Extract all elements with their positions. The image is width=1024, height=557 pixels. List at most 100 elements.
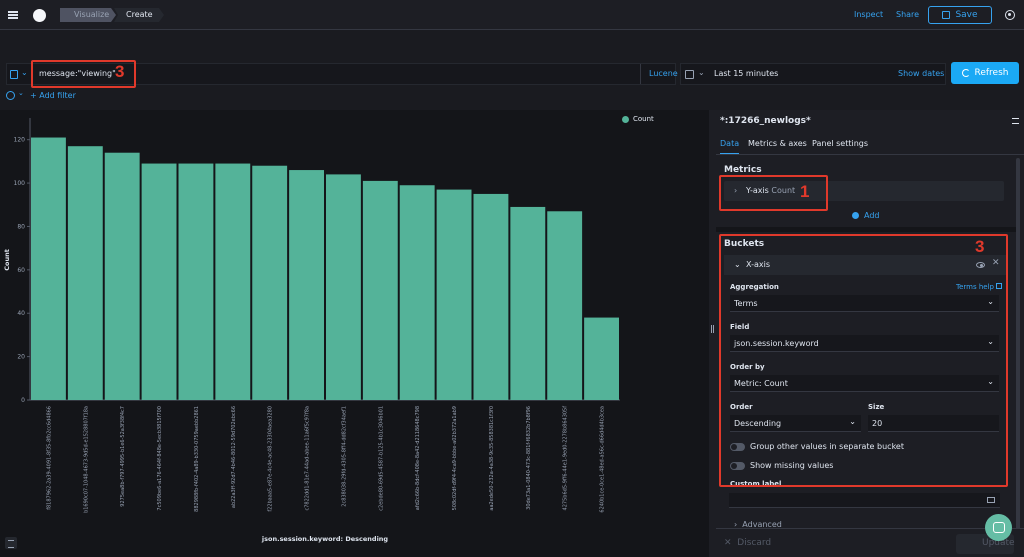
share-link[interactable]: Share: [896, 10, 920, 19]
bucket-x-axis-row[interactable]: ⌄ X-axis ✕: [724, 255, 1007, 275]
y-tick-label: 80: [17, 223, 25, 230]
x-axis-label: X-axis: [746, 260, 770, 269]
chart-panel: 0 20 40 60 80 100 120 Count f8187962-2a39-4091-8…: [0, 110, 709, 557]
section-separator: [716, 227, 1018, 232]
metrics-highlight-box: [719, 175, 828, 211]
add-metric-button[interactable]: Add: [852, 211, 880, 220]
show-missing-label: Show missing values: [750, 461, 834, 470]
query-highlight-box: [31, 60, 136, 88]
y-tick-label: 100: [14, 180, 26, 187]
panel-divider: [709, 110, 716, 557]
query-bar: ⌄ message:"viewing" Lucene: [6, 63, 678, 85]
size-value: 20: [872, 419, 883, 428]
chevron-down-icon: ⌄: [849, 417, 856, 426]
metrics-annotation-number: 1: [800, 182, 810, 201]
chat-icon[interactable]: [985, 514, 1012, 541]
time-range-text[interactable]: Last 15 minutes: [714, 69, 779, 78]
x-tick-label: afd2c66b-8dcf-408e-8a42-d2118648c798: [415, 406, 421, 510]
x-tick-label: c2ebde80-69d5-4587-b125-4b1c3046b01: [378, 406, 384, 511]
bar: [326, 174, 361, 400]
saved-query-icon[interactable]: [10, 70, 18, 79]
field-select[interactable]: json.session.keyword ⌄: [730, 335, 999, 352]
index-pattern-title: *:17266_newlogs*: [720, 116, 811, 126]
add-filter-link[interactable]: + Add filter: [30, 91, 76, 100]
x-tick-label: 4275b6d5-9ff6-44e1-9ed0-2278b864305f: [563, 406, 569, 511]
save-button[interactable]: Save: [928, 6, 992, 24]
tab-metrics-axes[interactable]: Metrics & axes: [748, 139, 807, 148]
top-header: Visualize Create Inspect Share Save: [0, 0, 1024, 30]
buckets-annotation-number: 3: [975, 237, 985, 256]
show-dates-link[interactable]: Show dates: [898, 69, 945, 78]
breadcrumb-visualize[interactable]: Visualize: [60, 8, 116, 22]
chevron-down-icon[interactable]: ⌄: [698, 68, 705, 77]
list-icon[interactable]: [5, 537, 17, 549]
inspect-link[interactable]: Inspect: [854, 10, 884, 19]
discard-button[interactable]: ✕ Discard: [724, 538, 772, 548]
terms-help-text: Terms help: [956, 283, 994, 291]
order-by-select[interactable]: Metric: Count ⌄: [730, 375, 999, 392]
help-icon[interactable]: [1005, 10, 1015, 20]
menu-icon[interactable]: [8, 11, 18, 19]
chevron-down-icon: ⌄: [987, 337, 994, 346]
x-tick-label: 2c838038-29fd-4305-8ff4-dd82cf34aef1: [341, 406, 347, 507]
bar: [510, 206, 546, 400]
chevron-right-icon[interactable]: ›: [734, 186, 738, 195]
bar: [436, 189, 472, 400]
aggregation-label: Aggregation: [730, 283, 779, 291]
advanced-toggle[interactable]: › Advanced: [734, 520, 782, 529]
field-value: json.session.keyword: [734, 339, 819, 348]
collapse-sidebar-icon[interactable]: [1012, 118, 1019, 124]
bar: [547, 211, 583, 400]
refresh-button[interactable]: Refresh: [951, 62, 1019, 84]
size-input[interactable]: 20: [868, 415, 999, 432]
metric-y-axis-row[interactable]: › Y-axis Count: [724, 181, 1004, 201]
chevron-down-icon[interactable]: ⌄: [734, 260, 741, 269]
x-tick-label: 7c509be6-a176-464f-848e-5ecb3815f700: [157, 406, 163, 511]
chevron-down-icon: ⌄: [987, 297, 994, 306]
query-annotation-number: 3: [115, 62, 125, 81]
tab-underline: [716, 154, 1024, 155]
keyboard-icon: [987, 497, 995, 503]
close-icon[interactable]: ✕: [992, 258, 1000, 268]
show-missing-toggle[interactable]: [730, 462, 745, 470]
order-value: Descending: [734, 419, 782, 428]
header-strip: [0, 31, 1024, 59]
resize-handle[interactable]: [711, 325, 714, 333]
sidebar-scrollbar[interactable]: [1016, 158, 1020, 538]
x-tick-label: c7822dd1-81e7-44ad-abee-11a6f5c97f8a: [305, 406, 311, 511]
plus-icon: [852, 212, 859, 219]
query-language-button[interactable]: Lucene: [640, 64, 678, 84]
chevron-down-icon[interactable]: ⌄: [21, 68, 28, 77]
bar: [252, 165, 288, 400]
y-tick-label: 0: [21, 397, 25, 404]
y-tick-label: 120: [14, 137, 26, 144]
y-axis-value: Count: [771, 186, 796, 195]
chart-legend[interactable]: Count: [622, 115, 654, 123]
group-other-toggle[interactable]: [730, 443, 745, 451]
tab-panel-settings[interactable]: Panel settings: [812, 139, 869, 148]
calendar-icon[interactable]: [685, 70, 694, 79]
filter-icon[interactable]: [6, 91, 15, 100]
aggregation-select[interactable]: Terms ⌄: [730, 295, 999, 312]
custom-label-input[interactable]: [729, 493, 1000, 508]
order-select[interactable]: Descending ⌄: [730, 415, 861, 432]
tab-data[interactable]: Data: [720, 139, 740, 155]
order-by-value: Metric: Count: [734, 379, 788, 388]
external-link-icon: [995, 283, 1002, 289]
query-input[interactable]: message:"viewing": [39, 69, 116, 78]
app-logo-icon[interactable]: [33, 9, 46, 22]
terms-help-link[interactable]: Terms help: [956, 283, 1002, 291]
aggregation-value: Terms: [734, 299, 758, 308]
bar: [399, 185, 435, 400]
x-tick-label: 508c02df-d9f4-4ca9-bbbe-a02b372a1ab9: [452, 406, 458, 510]
chevron-down-icon[interactable]: ⌄: [18, 89, 24, 97]
discard-label: Discard: [737, 538, 772, 548]
metrics-title: Metrics: [724, 165, 762, 175]
order-by-label: Order by: [730, 363, 765, 371]
bar: [584, 317, 619, 400]
bar: [104, 152, 140, 400]
legend-label: Count: [633, 115, 654, 123]
refresh-icon: [961, 69, 970, 77]
x-axis-title: json.session.keyword: Descending: [261, 535, 389, 543]
eye-icon[interactable]: [976, 262, 985, 268]
